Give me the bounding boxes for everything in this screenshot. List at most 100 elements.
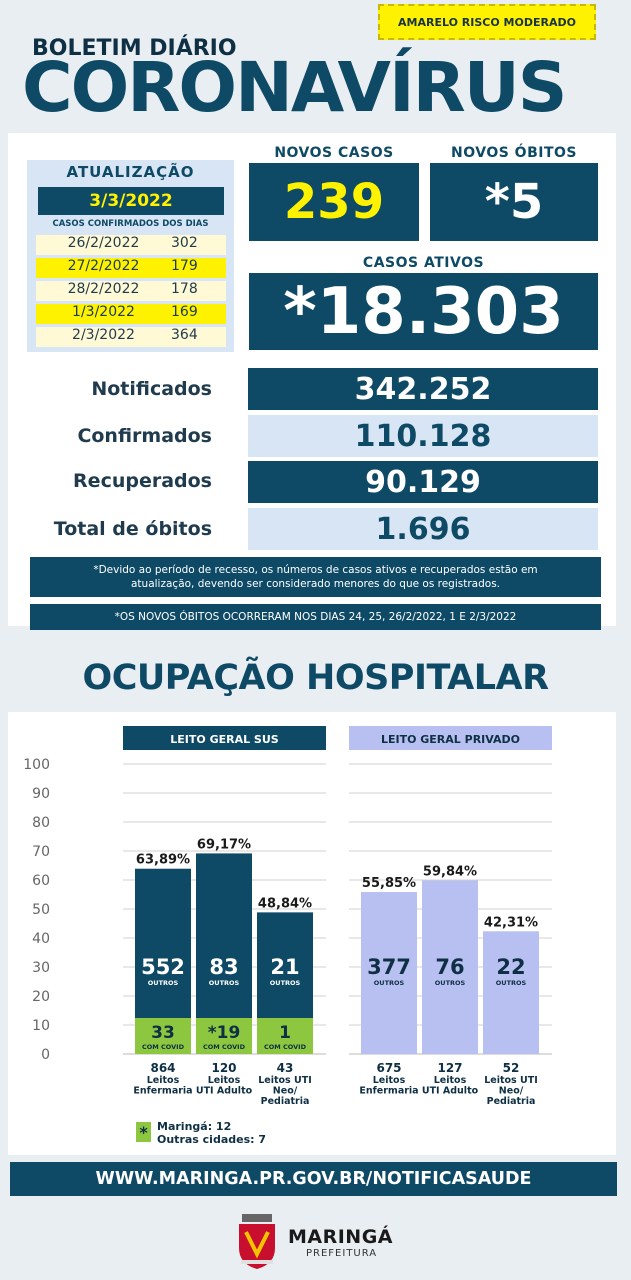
- y-tick-label: 70: [32, 844, 50, 860]
- deaths-note: *OS NOVOS ÓBITOS OCORRERAM NOS DIAS 24, …: [30, 604, 601, 630]
- covid-count: 1: [279, 1023, 291, 1043]
- outros-count: 377: [367, 955, 411, 979]
- bar-count-label: 864: [150, 1061, 175, 1075]
- y-tick-label: 50: [32, 902, 50, 918]
- footnote-line: Maringá: 12: [157, 1120, 231, 1133]
- covid-label: COM COVID: [264, 1043, 307, 1051]
- bar-percent-label: 42,31%: [484, 915, 538, 930]
- new-deaths-number: *5: [484, 174, 544, 230]
- bar-percent-label: 59,84%: [423, 864, 477, 879]
- update-date: 3/3/2022: [38, 187, 224, 215]
- new-cases-number: 239: [283, 174, 385, 230]
- stat-number-total-obitos: 1.696: [375, 511, 471, 547]
- y-tick-label: 80: [32, 815, 50, 831]
- maringa-crest-icon: [239, 1214, 275, 1269]
- daily-cases-subtitle: CASOS CONFIRMADOS DOS DIAS: [52, 219, 209, 229]
- active-cases-label: CASOS ATIVOS: [362, 255, 485, 271]
- bar-category-label: Pediatria: [487, 1096, 536, 1107]
- stat-label-notificados: Notificados: [91, 378, 212, 400]
- y-tick-label: 100: [23, 757, 50, 773]
- covid-label: COM COVID: [142, 1043, 185, 1051]
- crest-chevron: [244, 1231, 270, 1259]
- stat-value-notificados: 342.252: [248, 368, 598, 410]
- new-deaths-label: NOVOS ÓBITOS: [450, 145, 577, 161]
- risk-level-label: AMARELO RISCO MODERADO: [398, 15, 576, 29]
- new-cases-label: NOVOS CASOS: [274, 145, 394, 161]
- daily-case-row: 1/3/2022 169: [36, 304, 226, 324]
- bar-count-label: 127: [437, 1061, 462, 1075]
- daily-case-value: 302: [171, 235, 198, 251]
- stat-value-confirmados: 110.128: [248, 415, 598, 457]
- risk-level-badge: AMARELO RISCO MODERADO: [378, 4, 596, 40]
- covid-segment: [196, 1018, 252, 1054]
- outros-count: 552: [141, 955, 185, 979]
- chart-group-header: [349, 726, 552, 750]
- bar-count-label: 675: [376, 1061, 401, 1075]
- bar-category-label: Leitos: [147, 1075, 180, 1086]
- outros-label: OUTROS: [374, 979, 405, 987]
- bar: [361, 892, 417, 1054]
- bar-percent-label: 69,17%: [197, 837, 251, 852]
- outros-label: OUTROS: [209, 979, 240, 987]
- y-tick-label: 20: [32, 989, 50, 1005]
- daily-case-date: 26/2/2022: [67, 235, 140, 251]
- deaths-note-text: *OS NOVOS ÓBITOS OCORRERAM NOS DIAS 24, …: [114, 611, 517, 623]
- footnote-line: Outras cidades: 7: [157, 1133, 266, 1146]
- daily-case-date: 1/3/2022: [72, 304, 135, 320]
- bar-percent-label: 55,85%: [362, 876, 416, 891]
- y-tick-label: 0: [41, 1047, 50, 1063]
- stat-label-confirmados: Confirmados: [77, 425, 212, 447]
- daily-case-value: 179: [171, 258, 198, 274]
- recess-note-text: *Devido ao período de recesso, os número…: [93, 564, 538, 590]
- covid-count: *19: [208, 1023, 241, 1043]
- bar-category-label: Leitos: [373, 1075, 406, 1086]
- bar-percent-label: 48,84%: [258, 896, 312, 911]
- crest-ribbon: [241, 1260, 273, 1264]
- outros-count: 76: [435, 955, 464, 979]
- logo-name: MARINGÁ: [288, 1226, 394, 1248]
- y-tick-label: 30: [32, 960, 50, 976]
- daily-case-date: 27/2/2022: [67, 258, 140, 274]
- recess-note: *Devido ao período de recesso, os número…: [30, 557, 601, 597]
- bar-category-label: Leitos: [208, 1075, 241, 1086]
- daily-case-value: 178: [171, 281, 198, 297]
- stat-value-recuperados: 90.129: [248, 461, 598, 503]
- chart-group-title: LEITO GERAL PRIVADO: [381, 733, 520, 746]
- covid-segment: [257, 1018, 313, 1054]
- logo-subtitle: PREFEITURA: [306, 1248, 378, 1259]
- bar-category-label: Enfermaria: [133, 1086, 192, 1097]
- y-tick-label: 60: [32, 873, 50, 889]
- bar-category-label: Pediatria: [261, 1096, 310, 1107]
- bar-count-label: 52: [503, 1061, 520, 1075]
- bulletin-subtitle: BOLETIM DIÁRIO: [32, 36, 237, 61]
- website-link[interactable]: WWW.MARINGA.PR.GOV.BR/NOTIFICASAUDE: [10, 1162, 617, 1196]
- bar-category-label: UTI Adulto: [196, 1086, 253, 1097]
- occupancy-chart: 0 10 20 30 40 50 60 70 80 90 100 LEITO GERAL SUS 63,…: [23, 726, 552, 1146]
- outros-label: OUTROS: [496, 979, 527, 987]
- y-tick-label: 40: [32, 931, 50, 947]
- bar-category-label: Leitos UTI: [484, 1075, 538, 1086]
- daily-case-date: 2/3/2022: [72, 327, 135, 343]
- bar: [483, 931, 539, 1054]
- footnote-marker: *: [139, 1123, 148, 1142]
- covid-count: 33: [151, 1023, 175, 1043]
- outros-count: 21: [270, 955, 299, 979]
- stat-number-notificados: 342.252: [354, 371, 492, 407]
- bar-category-label: Enfermaria: [359, 1086, 418, 1097]
- new-cases-value: 239: [249, 163, 419, 241]
- daily-case-row: 27/2/2022 179: [36, 258, 226, 278]
- covid-segment: [135, 1018, 191, 1054]
- outros-label: OUTROS: [270, 979, 301, 987]
- outros-label: OUTROS: [148, 979, 179, 987]
- bar-count-label: 43: [277, 1061, 294, 1075]
- y-tick-label: 90: [32, 786, 50, 802]
- bar-count-label: 120: [211, 1061, 236, 1075]
- footnote-marker-box: [136, 1122, 151, 1142]
- stat-number-recuperados: 90.129: [365, 464, 481, 500]
- outros-count: 83: [209, 955, 238, 979]
- chart-group-header: [123, 726, 326, 750]
- bar-category-label: Leitos UTI: [258, 1075, 312, 1086]
- hospital-occupancy-title: OCUPAÇÃO HOSPITALAR: [82, 658, 549, 698]
- page-title: CORONAVÍRUS: [22, 48, 567, 128]
- daily-case-value: 169: [171, 304, 198, 320]
